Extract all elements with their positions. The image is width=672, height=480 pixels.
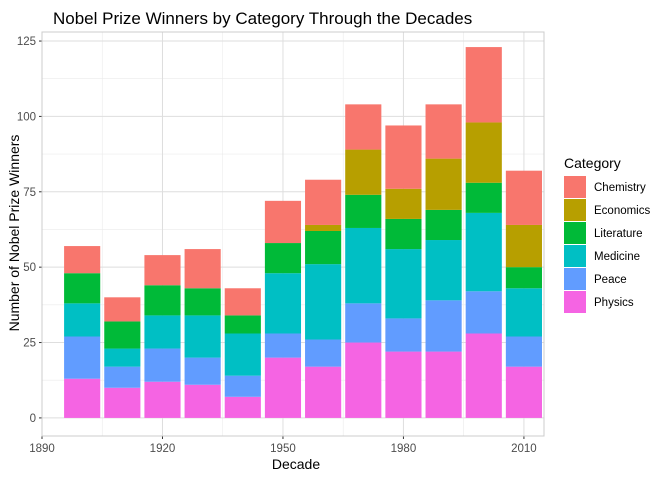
- bar-segment-physics-1970: [345, 342, 382, 418]
- bar-segment-chemistry-1920: [144, 255, 181, 286]
- bar-segment-economics-1960: [305, 224, 342, 231]
- bar-segment-medicine-1930: [184, 315, 221, 358]
- bar-segment-chemistry-1930: [184, 249, 221, 289]
- bar-segment-literature-1950: [264, 243, 302, 274]
- bar-segment-peace-1900: [64, 336, 101, 379]
- bar-segment-literature-1960: [305, 230, 342, 265]
- legend-key-medicine: [564, 245, 586, 267]
- bar-segment-chemistry-1960: [305, 179, 342, 225]
- legend-key-peace: [564, 268, 586, 290]
- bar-segment-medicine-1970: [345, 227, 382, 304]
- bar-segment-peace-1960: [305, 339, 342, 367]
- bar-segment-medicine-1910: [104, 348, 141, 367]
- bar-segment-chemistry-2000: [465, 47, 502, 123]
- bar-segment-literature-1970: [345, 194, 382, 228]
- x-tick-label: 1950: [270, 443, 296, 455]
- bar-segment-medicine-1900: [64, 303, 101, 337]
- bar-segment-economics-2000: [465, 122, 502, 183]
- bar-segment-peace-1920: [144, 348, 181, 382]
- y-axis-ticks: 0 25 50 75 100 125: [17, 36, 42, 425]
- bar-segment-literature-1990: [425, 209, 462, 241]
- legend-label-medicine: Medicine: [594, 251, 640, 263]
- bar-segment-chemistry-1950: [264, 200, 302, 244]
- legend-label-chemistry: Chemistry: [594, 182, 646, 194]
- bar-segment-physics-1930: [184, 384, 221, 418]
- y-tick-label: 125: [17, 36, 36, 48]
- x-axis-ticks: 1890 1920 1950 1980 2010: [29, 436, 537, 455]
- bar-segment-chemistry-1940: [224, 288, 261, 316]
- bar-segment-peace-2010: [505, 336, 542, 367]
- bar-segment-literature-2010: [505, 267, 542, 289]
- legend-title: Category: [564, 155, 621, 171]
- bar-segment-physics-1980: [385, 351, 422, 418]
- bar-segment-economics-1970: [345, 149, 382, 195]
- x-tick-label: 1920: [150, 443, 176, 455]
- y-tick-label: 100: [17, 111, 36, 123]
- bars: [64, 47, 542, 418]
- bar-segment-medicine-1940: [224, 333, 261, 376]
- bar-segment-peace-1910: [104, 366, 141, 388]
- legend-key-chemistry: [564, 176, 586, 198]
- bar-segment-medicine-1990: [425, 240, 462, 301]
- bar-segment-literature-1920: [144, 285, 181, 316]
- bar-segment-chemistry-1970: [345, 104, 382, 150]
- legend-label-economics: Economics: [594, 205, 650, 217]
- legend-key-literature: [564, 222, 586, 244]
- bar-segment-medicine-2000: [465, 212, 502, 292]
- bar-segment-physics-2000: [465, 333, 502, 418]
- legend-key-economics: [564, 199, 586, 221]
- y-tick-label: 75: [23, 187, 36, 199]
- x-axis-title: Decade: [272, 456, 320, 472]
- bar-segment-literature-2000: [465, 182, 502, 213]
- x-tick-label: 1980: [391, 443, 417, 455]
- bar-segment-chemistry-1990: [425, 104, 462, 159]
- bar-segment-economics-1990: [425, 158, 462, 210]
- bar-segment-physics-1900: [64, 378, 101, 418]
- bar-segment-medicine-2010: [505, 288, 542, 337]
- bar-segment-medicine-1920: [144, 315, 181, 349]
- bar-segment-literature-1910: [104, 321, 141, 349]
- bar-segment-economics-2010: [505, 224, 542, 268]
- bar-segment-physics-1940: [224, 396, 261, 418]
- bar-segment-physics-1920: [144, 381, 181, 418]
- bar-segment-peace-2000: [465, 291, 502, 334]
- bar-segment-peace-1930: [184, 357, 221, 385]
- legend-label-physics: Physics: [594, 297, 634, 309]
- bar-segment-economics-1980: [385, 188, 422, 219]
- chart-title: Nobel Prize Winners by Category Through …: [53, 9, 472, 28]
- bar-segment-literature-1900: [64, 273, 101, 304]
- legend-label-peace: Peace: [594, 274, 627, 286]
- bar-segment-physics-1910: [104, 387, 141, 418]
- legend: Category Chemistry Economics Literature Med…: [564, 155, 650, 313]
- bar-segment-literature-1980: [385, 218, 422, 250]
- bar-segment-physics-1990: [425, 351, 462, 418]
- bar-segment-medicine-1980: [385, 249, 422, 319]
- bar-segment-chemistry-1900: [64, 246, 101, 274]
- bar-segment-chemistry-1980: [385, 125, 422, 189]
- bar-segment-chemistry-2010: [505, 170, 542, 225]
- bar-segment-physics-1960: [305, 366, 342, 418]
- bar-segment-literature-1930: [184, 288, 221, 316]
- bar-segment-peace-1950: [264, 333, 302, 358]
- bar-segment-peace-1970: [345, 303, 382, 343]
- bar-segment-chemistry-1910: [104, 297, 141, 322]
- plot-border: [41, 31, 545, 437]
- bar-segment-peace-1980: [385, 318, 422, 352]
- bar-segment-literature-1940: [224, 315, 261, 334]
- bar-segment-medicine-1960: [305, 264, 342, 340]
- y-tick-label: 25: [23, 338, 36, 350]
- bar-segment-peace-1990: [425, 300, 462, 352]
- legend-key-physics: [564, 291, 586, 313]
- y-tick-label: 0: [30, 413, 36, 425]
- y-tick-label: 50: [23, 262, 36, 274]
- bar-segment-medicine-1950: [264, 273, 302, 334]
- bar-segment-peace-1940: [224, 375, 261, 397]
- legend-label-literature: Literature: [594, 228, 643, 240]
- bar-segment-physics-1950: [264, 357, 302, 418]
- x-tick-label: 2010: [511, 443, 537, 455]
- x-tick-label: 1890: [29, 443, 55, 455]
- y-axis-title: Number of Nobel Prize Winners: [6, 135, 22, 332]
- bar-segment-physics-2010: [505, 366, 542, 418]
